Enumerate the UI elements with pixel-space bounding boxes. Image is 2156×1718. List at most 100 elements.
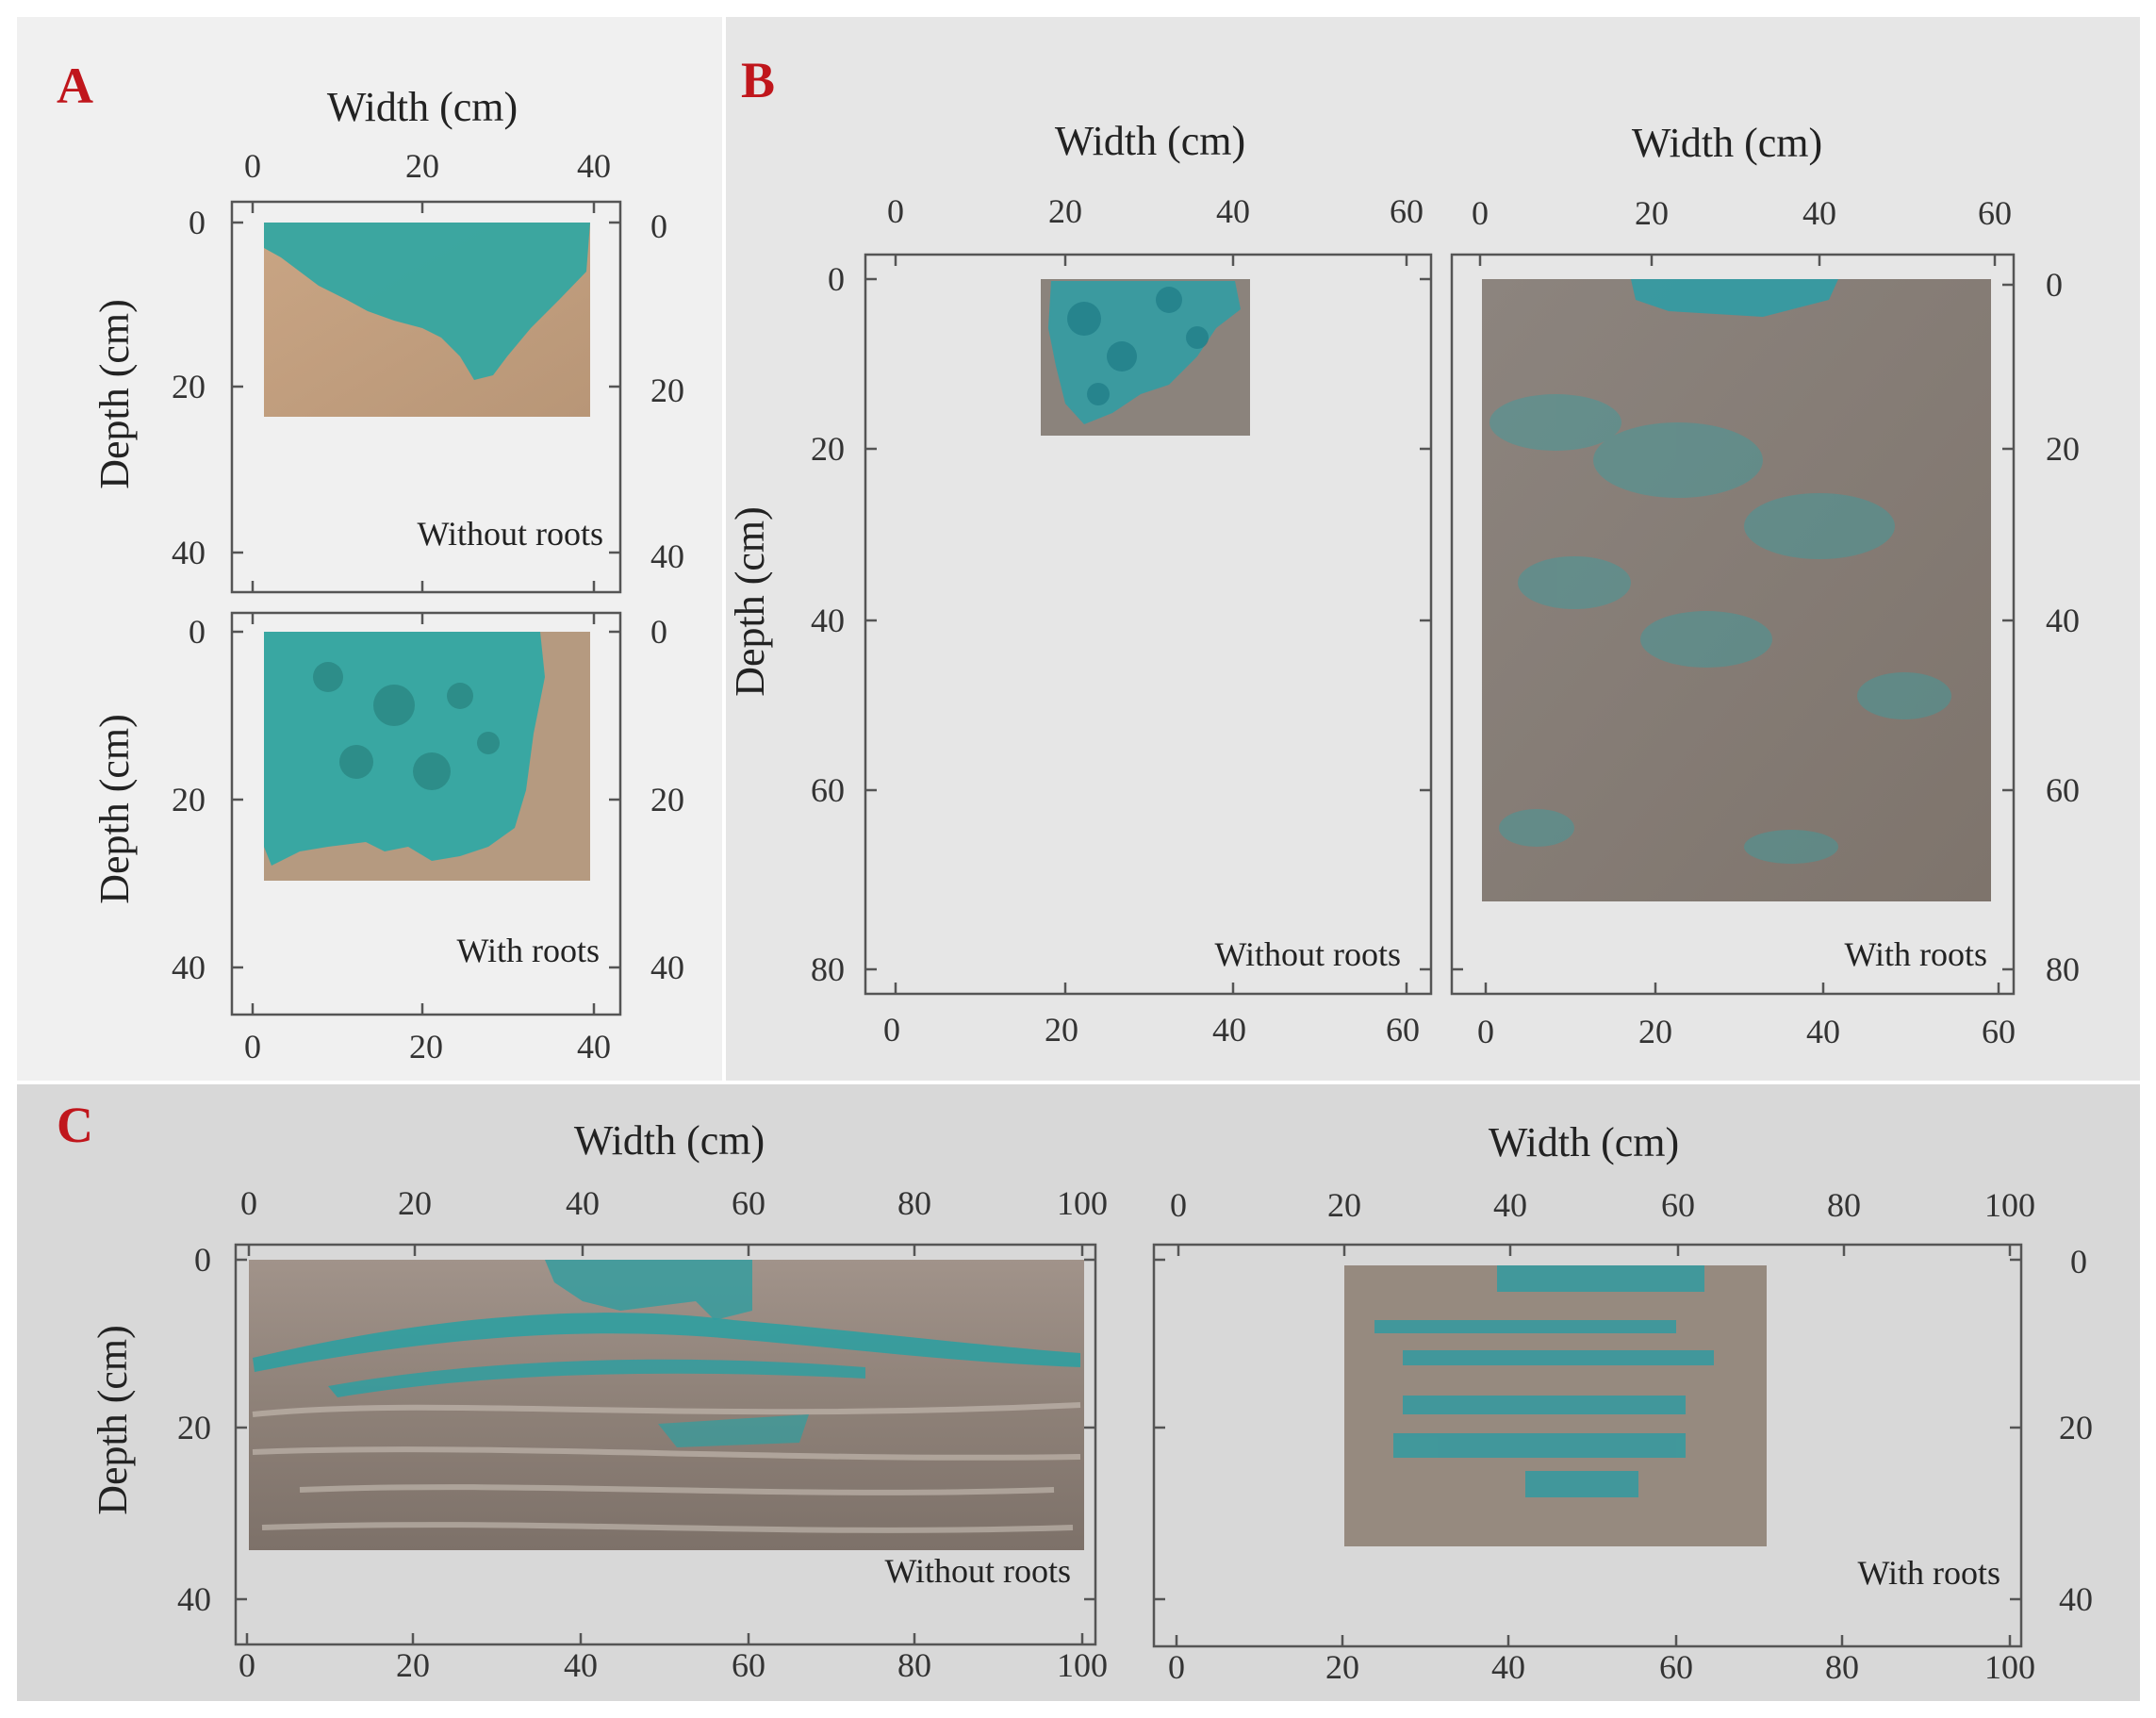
depth-tick: 60 [811,771,845,809]
depth-tick: 40 [650,949,684,986]
width-tick: 20 [1325,1648,1359,1686]
depth-tick: 80 [2046,950,2080,988]
depth-tick: 40 [172,949,206,986]
dye-stain [658,1414,809,1447]
dye-stain [264,632,545,866]
depth-tick: 40 [2046,602,2080,639]
depth-tick: 20 [172,368,206,405]
panel-a-bottom-width-ticks: 0 20 40 [244,1028,611,1065]
width-tick: 20 [398,1184,432,1222]
dye-band [328,1359,865,1397]
caption-without-roots: Without roots [1214,935,1401,973]
width-tick: 20 [1048,192,1082,230]
width-tick: 80 [897,1184,931,1222]
width-tick: 40 [1493,1186,1527,1224]
panel-a-top-depth-ticks: 0 20 40 0 20 40 [172,204,684,575]
plot-frame [230,611,622,1016]
panel-a-top-tick-40: 40 [577,147,611,185]
depth-tick: 40 [177,1580,211,1618]
width-tick: 20 [396,1646,430,1684]
depth-tick: 20 [177,1409,211,1446]
width-tick: 40 [1212,1011,1246,1049]
panel-b-width-axis-label-right: Width (cm) [1632,120,1822,166]
panel-c-depth-axis-label: Depth (cm) [90,1325,136,1515]
caption-with-roots: With roots [456,932,600,969]
depth-tick: 20 [650,372,684,409]
panel-b-label: B [741,52,776,108]
dye-texture [313,662,500,790]
depth-tick: 40 [2059,1580,2093,1618]
width-tick: 0 [239,1646,255,1684]
width-tick: 60 [732,1184,765,1222]
panel-a-top-tick-0: 0 [244,147,261,185]
width-tick: 40 [1806,1013,1840,1050]
width-tick: 40 [564,1646,598,1684]
dye-band [253,1313,1080,1372]
dye-stain [545,1260,752,1320]
width-tick: 60 [1978,194,2012,232]
depth-tick: 20 [650,781,684,818]
panel-c-label: C [57,1097,93,1153]
soil-photo [1482,279,1991,901]
depth-tick: 0 [189,613,206,651]
panel-a-bottom-depth-ticks: 0 20 40 0 20 40 [172,613,684,986]
width-tick: 60 [1661,1186,1695,1224]
soil-layers [252,1402,1081,1533]
depth-tick: 40 [811,602,845,639]
panel-c-width-axis-label-right: Width (cm) [1489,1119,1679,1165]
caption-without-roots: Without roots [417,515,603,553]
width-tick: 40 [1491,1648,1525,1686]
width-tick: 20 [1635,194,1669,232]
depth-tick: 0 [828,260,845,298]
width-tick: 100 [1984,1186,2035,1224]
panel-a-figure: Width (cm) 0 20 40 Without roots 0 20 40… [91,84,684,1065]
caption-without-roots: Without roots [884,1552,1071,1590]
panel-a-top-tick-20: 20 [405,147,439,185]
width-tick: 60 [1659,1648,1693,1686]
depth-tick: 20 [2059,1409,2093,1446]
width-tick: 80 [897,1646,931,1684]
dye-patches [1489,394,1951,864]
width-tick: 0 [883,1011,900,1049]
panel-c-plot-with-roots: 0 20 40 60 80 100 0 20 40 60 80 100 [1152,1186,2093,1686]
depth-tick: 40 [172,534,206,571]
width-tick: 0 [1477,1013,1494,1050]
panel-b-depth-axis-label: Depth (cm) [727,506,773,697]
width-tick: 60 [1390,192,1424,230]
depth-tick: 0 [2070,1243,2087,1280]
caption-with-roots: With roots [1844,935,1987,973]
width-tick: 60 [1982,1013,2016,1050]
panel-b-width-axis-label-left: Width (cm) [1055,118,1245,164]
depth-tick: 60 [2046,771,2080,809]
panel-c-width-axis-label-left: Width (cm) [574,1117,765,1164]
depth-tick: 0 [650,613,667,651]
depth-tick: 0 [650,207,667,245]
dye-stain [1374,1265,1714,1497]
width-tick: 80 [1827,1186,1861,1224]
panel-b: B Width (cm) Width (cm) 0 20 40 60 0 20 … [726,17,2140,1081]
plot-frame [1450,253,2016,996]
panel-a-top-depth-axis-label: Depth (cm) [91,299,138,489]
depth-tick: 80 [811,950,845,988]
width-tick: 0 [1168,1648,1185,1686]
panel-a-label: A [57,58,93,114]
width-tick: 60 [732,1646,765,1684]
panel-c-figure: Width (cm) Width (cm) 0 20 40 60 80 100 … [90,1117,2093,1686]
width-tick: 20 [1327,1186,1361,1224]
width-tick: 0 [240,1184,257,1222]
panel-b-plot-without-roots: 0 20 40 60 0 20 40 60 Without roots [727,192,1433,1049]
plot-frame [234,1243,1097,1646]
width-tick: 20 [1638,1013,1672,1050]
plot-frame [230,200,622,594]
width-tick: 40 [566,1184,600,1222]
depth-tick: 0 [189,204,206,241]
depth-tick: 0 [2046,266,2063,304]
width-tick: 0 [1472,194,1489,232]
panel-a: A Width (cm) 0 20 40 Without roots 0 20 [17,17,722,1081]
panel-a-bottom-tick-40: 40 [577,1028,611,1065]
width-tick: 40 [1802,194,1836,232]
width-tick: 100 [1057,1646,1108,1684]
width-tick: 100 [1984,1648,2035,1686]
plot-frame [864,253,1433,996]
panel-c: C Width (cm) Width (cm) 0 20 40 60 80 10… [17,1084,2140,1701]
